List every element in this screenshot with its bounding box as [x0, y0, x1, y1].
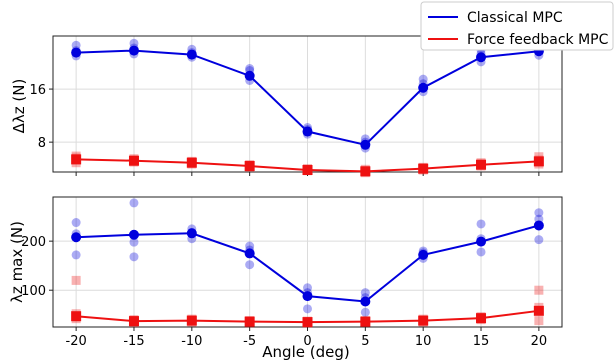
bottom-force-feedback-trial-point	[534, 316, 544, 326]
top-panel: 8 16	[29, 35, 563, 178]
top-classical-mean-point	[244, 70, 255, 81]
top-classical-mean-point	[302, 126, 313, 137]
bottom-force-feedback-mean-point	[418, 315, 429, 326]
top-y-tick-label: 8	[38, 136, 46, 151]
x-axis-label: Angle (deg)	[262, 343, 349, 361]
top-y-axis-label: Δλz (N)	[10, 79, 28, 134]
x-tick-label: -10	[181, 334, 202, 349]
bottom-classical-trial-point	[303, 283, 312, 293]
bottom-force-feedback-mean-point	[244, 316, 255, 327]
top-force-feedback-mean-point	[128, 155, 139, 166]
bottom-classical-mean-point	[418, 249, 429, 260]
bottom-classical-trial-point	[476, 247, 486, 257]
bottom-classical-mean-point	[476, 236, 487, 247]
top-classical-mean-point	[128, 45, 139, 56]
x-tick-label: 15	[473, 334, 490, 349]
bottom-classical-trial-point	[71, 250, 81, 260]
bottom-force-feedback-mean-point	[476, 313, 487, 324]
top-classical-mean-point	[71, 47, 82, 58]
bottom-force-feedback-mean-point	[360, 316, 371, 327]
top-force-feedback-mean-point	[244, 161, 255, 172]
bottom-y-tick-label: 100	[21, 284, 46, 299]
bottom-classical-trial-point	[245, 260, 255, 270]
top-force-feedback-mean-point	[418, 163, 429, 174]
bottom-classical-mean-point	[71, 232, 82, 243]
bottom-classical-trial-point	[534, 208, 544, 218]
bottom-force-feedback-mean-point	[71, 311, 82, 322]
top-force-feedback-mean-point	[302, 165, 313, 176]
bottom-classical-trial-point	[129, 252, 139, 262]
bottom-force-feedback-trial-point	[534, 285, 544, 295]
bottom-classical-trial-point	[534, 235, 544, 245]
top-force-feedback-mean-point	[533, 156, 544, 167]
legend-label: Classical MPC	[467, 10, 563, 26]
top-classical-mean-point	[186, 49, 197, 60]
bottom-panel: 100 200 -20 -15 -10 -5 0 5 10 15 20	[21, 196, 563, 349]
bottom-y-tick-label: 200	[21, 235, 46, 250]
bottom-force-feedback-trial-point	[71, 275, 81, 285]
bottom-classical-trial-point	[360, 307, 370, 317]
x-tick-label: 0	[303, 334, 311, 349]
top-classical-mean-point	[418, 82, 429, 93]
bottom-classical-mean-point	[360, 296, 371, 307]
top-classical-trial-point	[129, 38, 139, 48]
x-tick-label: -20	[66, 334, 87, 349]
bottom-classical-mean-point	[128, 229, 139, 240]
bottom-classical-trial-point	[476, 219, 486, 229]
x-tick-label: 10	[415, 334, 432, 349]
bottom-classical-mean-point	[533, 220, 544, 231]
bottom-classical-trial-point	[71, 218, 81, 228]
x-tick-label: -5	[243, 334, 256, 349]
bottom-classical-trial-point	[245, 241, 255, 251]
bottom-classical-trial-point	[129, 237, 139, 247]
top-force-feedback-mean-point	[360, 166, 371, 177]
bottom-classical-mean-point	[302, 291, 313, 302]
x-tick-label: 20	[531, 334, 548, 349]
x-tick-label: -15	[123, 334, 144, 349]
bottom-classical-mean-point	[244, 248, 255, 259]
bottom-classical-trial-point	[129, 198, 139, 208]
legend-box	[420, 1, 614, 51]
bottom-classical-trial-point	[303, 304, 312, 314]
top-force-feedback-mean-point	[71, 154, 82, 165]
bottom-force-feedback-mean-point	[186, 315, 197, 326]
top-classical-trial-point	[418, 74, 428, 84]
legend-label: Force feedback MPC	[467, 32, 609, 48]
top-classical-mean-point	[360, 139, 371, 150]
x-tick-label: 5	[361, 334, 369, 349]
top-force-feedback-mean-point	[186, 157, 197, 168]
top-classical-trial-point	[245, 64, 255, 74]
bottom-force-feedback-mean-point	[128, 316, 139, 327]
top-classical-trial-point	[71, 40, 81, 50]
top-classical-mean-point	[476, 52, 487, 63]
bottom-y-axis-label: λz max (N)	[8, 221, 26, 303]
top-y-tick-label: 16	[29, 83, 46, 98]
top-force-feedback-mean-point	[476, 159, 487, 170]
bottom-force-feedback-mean-point	[533, 305, 544, 316]
legend: Classical MPC Force feedback MPC	[420, 1, 614, 51]
bottom-classical-mean-point	[186, 228, 197, 239]
bottom-force-feedback-mean-point	[302, 317, 313, 328]
bottom-classical-trial-point	[360, 288, 370, 298]
